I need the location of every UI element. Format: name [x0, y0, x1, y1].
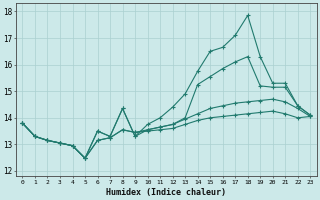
X-axis label: Humidex (Indice chaleur): Humidex (Indice chaleur)	[106, 188, 226, 197]
